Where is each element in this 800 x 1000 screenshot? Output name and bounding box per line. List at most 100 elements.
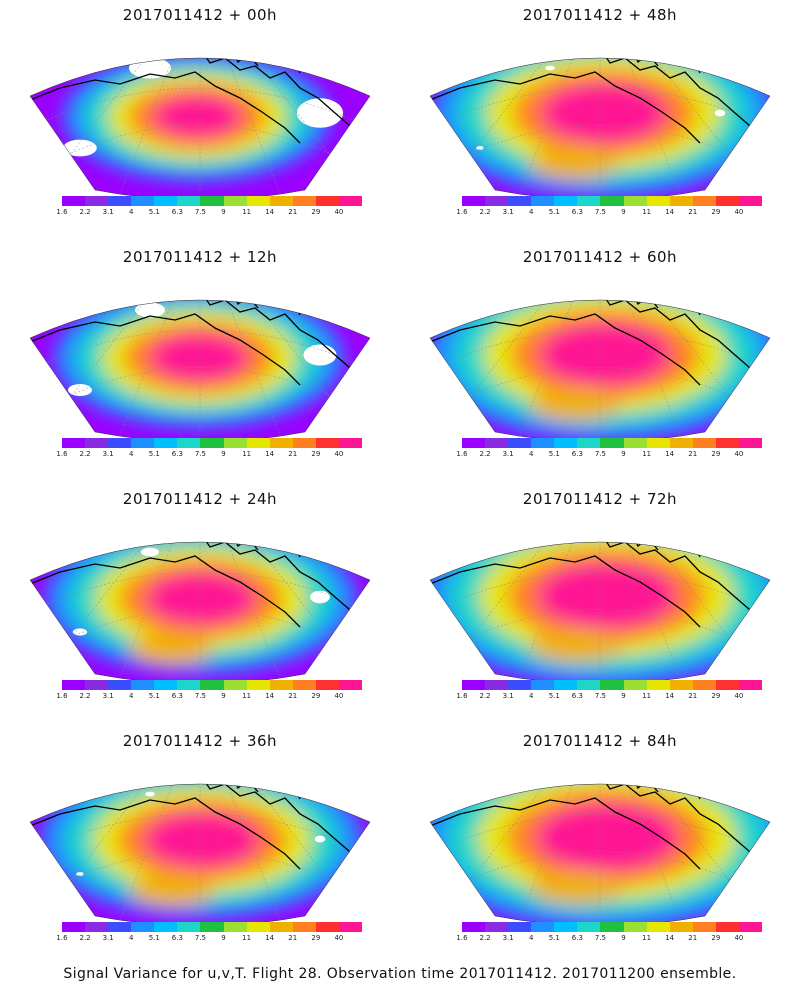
- colorbar-swatch: [223, 196, 247, 206]
- colorbar-swatch: [669, 196, 693, 206]
- colorbar-swatch: [623, 196, 647, 206]
- colorbar-label: 7.5: [194, 450, 207, 458]
- colorbar-swatch: [600, 922, 624, 932]
- colorbar: [62, 922, 363, 932]
- colorbar-swatch: [669, 438, 693, 448]
- colorbar-label: 29: [311, 692, 321, 700]
- colorbar-label: 3.1: [502, 692, 514, 700]
- panel-title: 2017011412 + 84h: [522, 732, 678, 750]
- colorbar-swatch: [554, 680, 578, 690]
- colorbar-swatch: [646, 922, 670, 932]
- colorbar-labels: 1.6 2.2 3.1 4 5.1 6.3 7.5 9 11 14 21 29 40: [56, 208, 362, 218]
- colorbar-label: 4: [528, 208, 534, 216]
- colorbar-label: 11: [642, 934, 652, 942]
- colorbar-label: 7.5: [194, 208, 207, 216]
- colorbar-swatch: [62, 438, 86, 448]
- colorbar-label: 9: [621, 450, 626, 458]
- colorbar-label: 11: [242, 450, 252, 458]
- variance-map: [429, 57, 771, 196]
- colorbar-label: 1.6: [56, 208, 68, 216]
- colorbar-label: 14: [665, 934, 675, 942]
- colorbar-label: 40: [734, 934, 744, 942]
- colorbar-swatch: [577, 196, 601, 206]
- colorbar-swatch: [131, 196, 155, 206]
- colorbar-swatch: [338, 680, 363, 690]
- colorbar-swatch: [531, 196, 555, 206]
- colorbar-label: 2.2: [479, 208, 491, 216]
- colorbar-swatch: [131, 438, 155, 448]
- colorbar-swatch: [485, 680, 509, 690]
- colorbar-swatch: [577, 680, 601, 690]
- colorbar-swatch: [154, 922, 178, 932]
- colorbar-swatch: [292, 438, 316, 448]
- colorbar-swatch: [246, 922, 270, 932]
- colorbar-label: 5.1: [148, 692, 160, 700]
- colorbar-swatch: [269, 922, 293, 932]
- colorbar-label: 21: [688, 208, 698, 216]
- colorbar-swatch: [85, 922, 109, 932]
- colorbar-label: 40: [334, 208, 344, 216]
- colorbar-swatch: [715, 922, 739, 932]
- colorbar-swatch: [623, 680, 647, 690]
- colorbar-label: 29: [711, 692, 721, 700]
- colorbar-label: 4: [528, 934, 534, 942]
- colorbar-label: 29: [711, 208, 721, 216]
- colorbar-label: 21: [688, 692, 698, 700]
- variance-map: [29, 299, 371, 438]
- colorbar: [462, 680, 763, 690]
- colorbar-swatch: [338, 438, 363, 448]
- colorbar-labels: 1.6 2.2 3.1 4 5.1 6.3 7.5 9 11 14 21 29 40: [456, 450, 762, 460]
- colorbar-label: 9: [221, 692, 226, 700]
- colorbar-labels: 1.6 2.2 3.1 4 5.1 6.3 7.5 9 11 14 21 29 40: [456, 934, 762, 944]
- colorbar-label: 4: [528, 692, 534, 700]
- map-panel: 2017011412 + 48h 1.6 2.2 3.1 4 5.1 6.3 7.5 9 11 14…: [400, 0, 800, 245]
- map-panel: 2017011412 + 60h 1.6 2.2 3.1 4 5.1 6.3 7.5 9 11 14…: [400, 242, 800, 487]
- colorbar-label: 4: [128, 692, 134, 700]
- colorbar: [62, 438, 363, 448]
- colorbar-swatch: [269, 196, 293, 206]
- variance-map: [29, 783, 371, 922]
- colorbar-label: 1.6: [456, 934, 468, 942]
- map-panel: 2017011412 + 72h 1.6 2.2 3.1 4 5.1 6.3 7.5 9 11 14…: [400, 484, 800, 729]
- colorbar-swatch: [508, 680, 532, 690]
- colorbar-label: 40: [734, 208, 744, 216]
- colorbar-swatch: [177, 680, 201, 690]
- colorbar-label: 9: [221, 450, 226, 458]
- colorbar-swatch: [462, 438, 486, 448]
- colorbar-label: 21: [288, 208, 298, 216]
- colorbar-swatch: [108, 438, 132, 448]
- colorbar-label: 6.3: [171, 692, 183, 700]
- colorbar-swatch: [715, 680, 739, 690]
- colorbar-label: 1.6: [456, 450, 468, 458]
- colorbar-swatch: [108, 680, 132, 690]
- colorbar-swatch: [485, 196, 509, 206]
- colorbar-label: 3.1: [102, 450, 114, 458]
- colorbar-swatch: [692, 922, 716, 932]
- colorbar-label: 9: [621, 692, 626, 700]
- colorbar-swatch: [738, 196, 763, 206]
- colorbar-label: 5.1: [148, 450, 160, 458]
- panel-title: 2017011412 + 60h: [522, 248, 678, 266]
- colorbar-swatch: [577, 922, 601, 932]
- colorbar-label: 3.1: [502, 208, 514, 216]
- colorbar-swatch: [738, 438, 763, 448]
- colorbar-label: 11: [242, 692, 252, 700]
- colorbar-swatch: [62, 196, 86, 206]
- colorbar-swatch: [269, 680, 293, 690]
- colorbar-label: 4: [128, 450, 134, 458]
- colorbar-swatch: [246, 196, 270, 206]
- colorbar-swatch: [292, 680, 316, 690]
- colorbar-swatch: [154, 680, 178, 690]
- colorbar-swatch: [508, 196, 532, 206]
- colorbar-swatch: [508, 922, 532, 932]
- colorbar-swatch: [600, 438, 624, 448]
- colorbar-swatch: [646, 438, 670, 448]
- colorbar-label: 9: [621, 208, 626, 216]
- colorbar-swatch: [531, 922, 555, 932]
- colorbar-label: 40: [734, 692, 744, 700]
- colorbar-label: 6.3: [571, 450, 583, 458]
- colorbar-swatch: [715, 196, 739, 206]
- colorbar-label: 5.1: [148, 208, 160, 216]
- colorbar-label: 9: [221, 934, 226, 942]
- panel-title: 2017011412 + 00h: [122, 6, 278, 24]
